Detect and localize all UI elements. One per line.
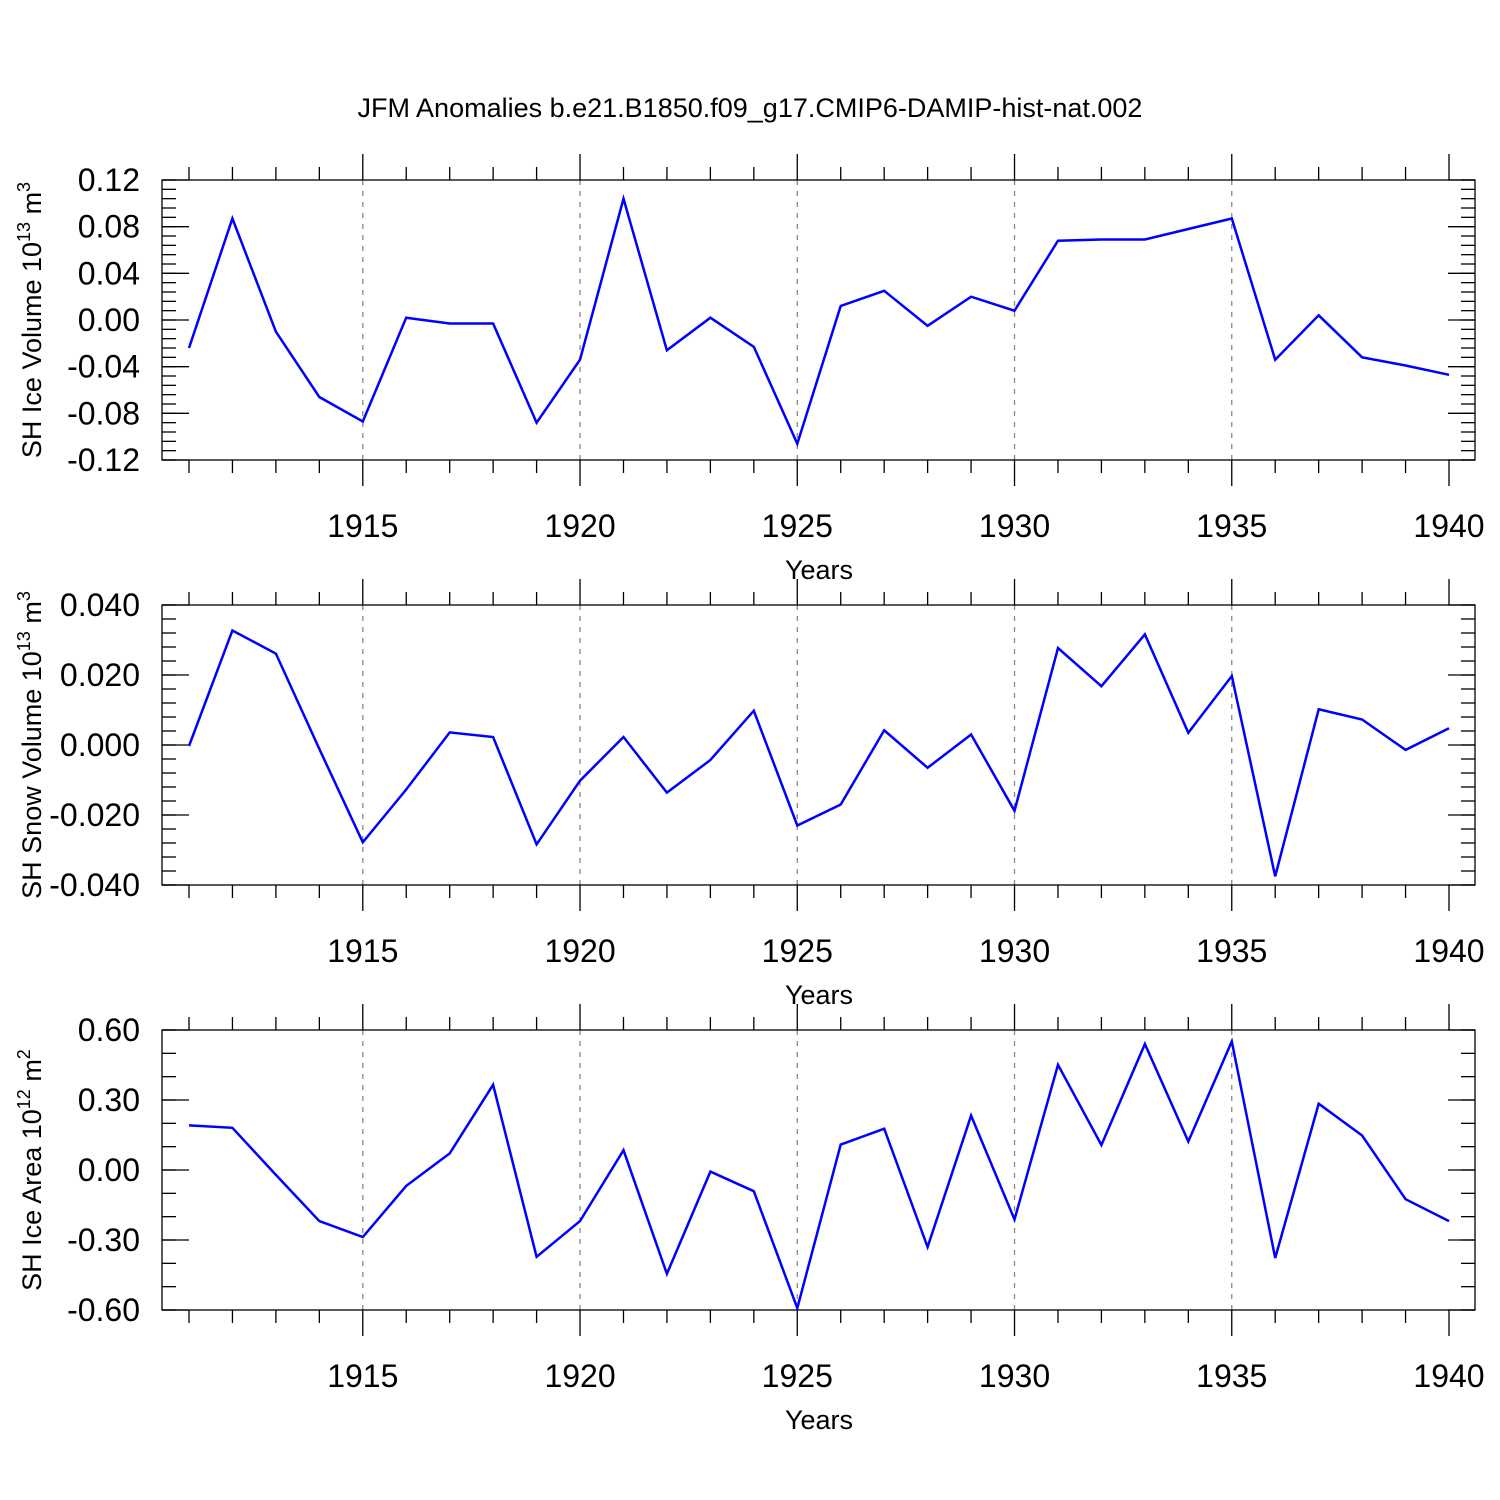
chart-panels: -0.12 -0.08 -0.04 0.00 0.04 0.08 0.12 1915 1920 1… <box>14 154 1485 1435</box>
y-axis-title: SH Ice Area 1012 m2 <box>14 1049 47 1291</box>
y-axis-title: SH Ice Volume 1013 m3 <box>14 182 47 458</box>
y-tick-label: 0.04 <box>78 255 140 291</box>
x-tick-label: 1925 <box>762 933 833 969</box>
x-tick-label: 1920 <box>544 508 615 544</box>
x-tick-label: 1915 <box>327 1358 398 1394</box>
x-axis-title: Years <box>785 1405 853 1435</box>
y-tick-label: -0.12 <box>67 442 140 478</box>
y-tick-label: -0.30 <box>67 1222 140 1258</box>
y-tick-label: -0.04 <box>67 349 140 385</box>
y-tick-label: 0.00 <box>78 1152 140 1188</box>
y-axis-title: SH Snow Volume 1013 m3 <box>14 591 47 899</box>
x-tick-label: 1935 <box>1196 508 1267 544</box>
x-tick-label: 1930 <box>979 933 1050 969</box>
panel-ice-volume: -0.12 -0.08 -0.04 0.00 0.04 0.08 0.12 1915 1920 1… <box>14 154 1485 585</box>
y-tick-label: 0.12 <box>78 162 140 198</box>
chart-title: JFM Anomalies b.e21.B1850.f09_g17.CMIP6-… <box>358 93 1143 123</box>
plot-frame <box>161 1029 1476 1311</box>
y-tick-label: 0.08 <box>78 209 140 245</box>
y-tick-label: 0.020 <box>60 657 140 693</box>
panel-snow-volume: -0.040 -0.020 0.000 0.020 0.040 1915 1920 1925 1… <box>14 579 1485 1010</box>
y-tick-label: 0.30 <box>78 1082 140 1118</box>
x-tick-label: 1930 <box>979 508 1050 544</box>
x-axis-title: Years <box>785 555 853 585</box>
y-tick-label: -0.60 <box>67 1292 140 1328</box>
panel-ice-area: -0.60 -0.30 0.00 0.30 0.60 1915 1920 1925 1930 19… <box>14 1004 1485 1435</box>
y-tick-label: 0.000 <box>60 727 140 763</box>
series-line-ice-volume <box>187 194 1450 448</box>
y-tick-label: -0.040 <box>49 867 140 903</box>
y-tick-label: 0.60 <box>78 1012 140 1048</box>
x-tick-label: 1940 <box>1413 508 1484 544</box>
x-tick-label: 1935 <box>1196 1358 1267 1394</box>
series-line-ice-area <box>188 1037 1450 1313</box>
x-tick-label: 1940 <box>1413 933 1484 969</box>
y-tick-label: -0.020 <box>49 797 140 833</box>
plot-frame <box>161 604 1476 886</box>
x-tick-label: 1925 <box>762 508 833 544</box>
y-tick-label: 0.040 <box>60 587 140 623</box>
series-line-snow-volume <box>187 628 1450 877</box>
x-tick-label: 1930 <box>979 1358 1050 1394</box>
x-tick-label: 1915 <box>327 933 398 969</box>
x-tick-label: 1920 <box>544 1358 615 1394</box>
x-tick-label: 1935 <box>1196 933 1267 969</box>
x-tick-label: 1920 <box>544 933 615 969</box>
y-tick-label: -0.08 <box>67 395 140 431</box>
y-tick-label: 0.00 <box>78 302 140 338</box>
x-tick-label: 1915 <box>327 508 398 544</box>
x-axis-title: Years <box>785 980 853 1010</box>
x-tick-label: 1940 <box>1413 1358 1484 1394</box>
x-tick-label: 1925 <box>762 1358 833 1394</box>
